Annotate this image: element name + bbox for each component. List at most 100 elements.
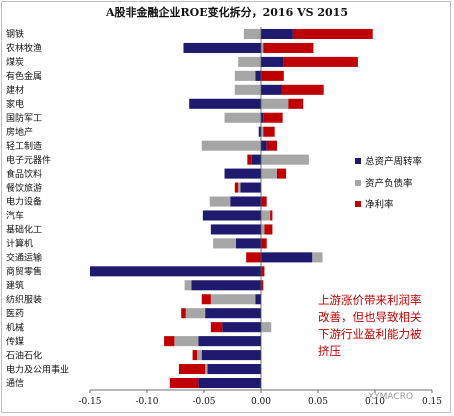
legend-swatch-margin xyxy=(355,201,361,207)
bar-leverage-0 xyxy=(243,28,261,39)
bar-leverage-12 xyxy=(209,196,231,207)
chart-title: A股非金融企业ROE变化拆分，2016 VS 2015 xyxy=(105,6,348,19)
bar-margin-17 xyxy=(261,266,265,277)
bar-leverage-8 xyxy=(201,140,261,151)
bar-margin-23 xyxy=(192,350,198,361)
bar-leverage-9 xyxy=(261,154,309,165)
bar-turnover-23 xyxy=(201,350,261,361)
bar-leverage-7 xyxy=(261,126,264,137)
bar-margin-2 xyxy=(283,56,358,67)
bar-leverage-6 xyxy=(224,112,261,123)
bar-leverage-15 xyxy=(213,238,236,249)
category-label: 轻工制造 xyxy=(6,140,42,152)
bar-leverage-21 xyxy=(261,322,272,333)
bar-turnover-16 xyxy=(261,252,313,263)
bar-turnover-20 xyxy=(205,308,261,319)
category-label: 家电 xyxy=(6,98,24,110)
x-tick-label: 0.00 xyxy=(251,397,271,407)
x-tick-label: -0.15 xyxy=(78,397,101,407)
bar-leverage-4 xyxy=(234,84,261,95)
bar-margin-25 xyxy=(169,377,199,389)
bar-margin-21 xyxy=(210,322,223,333)
legend-swatch-leverage xyxy=(355,180,361,186)
x-tick-label: -0.10 xyxy=(135,397,158,407)
bar-turnover-21 xyxy=(222,322,261,333)
bar-margin-14 xyxy=(264,224,273,235)
bar-turnover-8 xyxy=(261,140,267,151)
bar-leverage-18 xyxy=(184,280,192,291)
bar-turnover-10 xyxy=(224,168,261,179)
bar-margin-20 xyxy=(181,308,186,319)
category-label: 电力设备 xyxy=(6,196,42,208)
bar-margin-4 xyxy=(281,84,324,95)
bar-margin-8 xyxy=(266,140,277,151)
x-tick-label: 0.15 xyxy=(422,397,442,407)
bar-turnover-5 xyxy=(189,98,261,109)
bar-turnover-13 xyxy=(202,210,261,221)
bar-leverage-23 xyxy=(197,350,202,361)
bar-leverage-3 xyxy=(234,70,256,81)
bar-turnover-12 xyxy=(230,196,261,207)
bar-leverage-20 xyxy=(185,308,206,319)
bar-leverage-24 xyxy=(205,364,208,375)
bar-margin-6 xyxy=(263,112,283,123)
bar-leverage-10 xyxy=(261,168,277,179)
category-label: 石油石化 xyxy=(6,349,42,361)
bar-margin-10 xyxy=(276,168,287,179)
legend-label: 资产负债率 xyxy=(365,178,413,190)
bar-leverage-14 xyxy=(261,224,265,235)
x-tick-label: -0.05 xyxy=(192,397,215,407)
bar-leverage-5 xyxy=(261,98,289,109)
category-label: 钢铁 xyxy=(6,28,24,40)
bar-margin-15 xyxy=(261,238,267,249)
category-label: 商贸零售 xyxy=(6,266,42,278)
category-label: 计算机 xyxy=(6,238,33,250)
category-label: 基础化工 xyxy=(6,224,42,236)
bar-turnover-11 xyxy=(240,182,261,193)
bar-margin-13 xyxy=(270,210,273,221)
watermark: XYMACRO xyxy=(368,392,414,402)
bar-margin-7 xyxy=(263,126,275,137)
category-label: 电力及公用事业 xyxy=(6,363,69,375)
chart-annotation: 上游涨价带来利润率改善，但也导致相关下游行业盈利能力被挤压 xyxy=(318,293,422,358)
category-label: 食品饮料 xyxy=(6,168,42,180)
bar-turnover-0 xyxy=(261,28,293,39)
bar-turnover-14 xyxy=(210,224,261,235)
category-label: 餐饮旅游 xyxy=(6,182,42,194)
bar-leverage-1 xyxy=(261,42,264,53)
category-label: 建材 xyxy=(6,84,24,96)
category-label: 交通运输 xyxy=(6,252,42,264)
category-label: 通信 xyxy=(6,377,24,389)
legend-label: 净利率 xyxy=(365,199,394,211)
category-label: 电子元器件 xyxy=(6,154,51,166)
bar-margin-18 xyxy=(261,280,264,291)
category-label: 传媒 xyxy=(6,335,24,347)
legend-swatch-turnover xyxy=(355,158,361,164)
bar-leverage-16 xyxy=(312,252,323,263)
bar-turnover-6 xyxy=(261,112,264,123)
category-label: 国防军工 xyxy=(6,112,42,124)
bar-turnover-19 xyxy=(255,294,261,305)
category-label: 纺织服装 xyxy=(6,293,42,305)
bar-margin-3 xyxy=(261,70,284,81)
category-label: 汽车 xyxy=(6,210,24,222)
bar-margin-5 xyxy=(288,98,304,109)
bar-turnover-9 xyxy=(251,154,261,165)
bar-leverage-2 xyxy=(238,56,261,67)
bar-turnover-24 xyxy=(207,364,261,375)
category-label: 农林牧渔 xyxy=(6,42,42,54)
bar-leverage-11 xyxy=(238,182,241,193)
bar-turnover-22 xyxy=(198,336,261,347)
x-tick-label: 0.05 xyxy=(308,397,328,407)
bar-margin-19 xyxy=(201,294,211,305)
x-tick-label: 0.10 xyxy=(365,397,385,407)
bar-margin-1 xyxy=(263,42,314,53)
bar-turnover-15 xyxy=(235,238,261,249)
category-label: 医药 xyxy=(6,308,24,319)
bar-margin-9 xyxy=(247,154,252,165)
bar-turnover-25 xyxy=(198,377,261,389)
category-label: 房地产 xyxy=(6,126,33,138)
category-label: 建筑 xyxy=(6,279,24,291)
bar-leverage-19 xyxy=(210,294,256,305)
bar-margin-22 xyxy=(164,336,175,347)
